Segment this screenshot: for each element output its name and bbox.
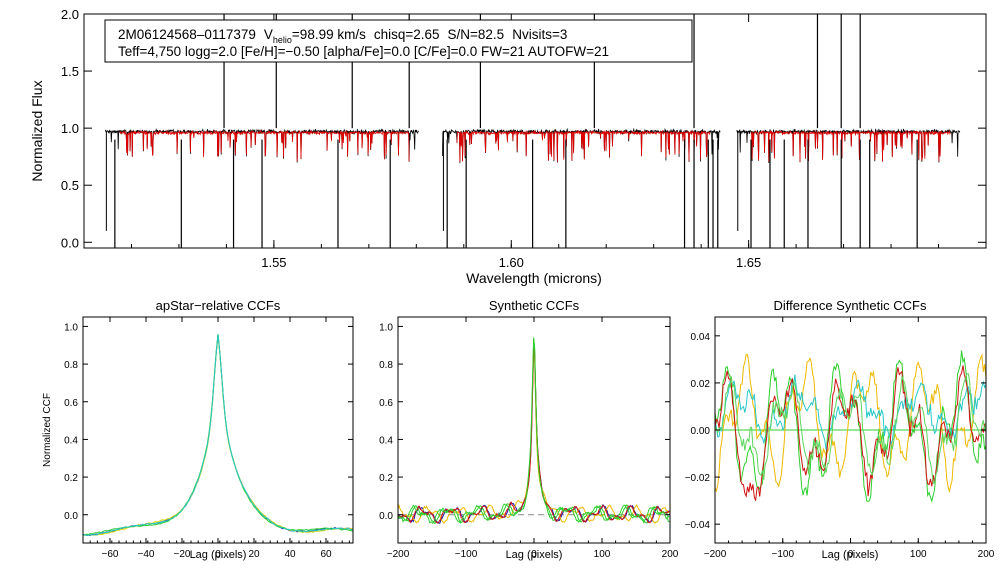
x-tick-label: −100 — [771, 549, 794, 560]
difference-ccf-title: Difference Synthetic CCFs — [774, 298, 927, 313]
x-tick-label: −60 — [102, 549, 119, 560]
y-tick-label: 0.4 — [379, 435, 393, 446]
star-id: 2M06124568–0117379 — [118, 27, 256, 42]
y-tick-label: 0.8 — [379, 360, 393, 371]
difference-ccf-series-line — [714, 373, 987, 485]
y-tick-label: 1.0 — [379, 322, 393, 333]
difference-ccf-series-line — [714, 365, 987, 501]
apstar-ccf-x-label: Lag (pixels) — [190, 549, 247, 561]
y-tick-label: 0.6 — [379, 398, 393, 409]
y-tick-label: 0.0 — [379, 511, 393, 522]
y-tick-label: 0.8 — [64, 360, 78, 371]
nvisits: Nvisits=3 — [512, 27, 567, 42]
y-tick-label: 0.4 — [64, 435, 78, 446]
x-tick-label: 0 — [531, 549, 537, 560]
synthetic-ccf-x-label: Lag (pixels) — [506, 549, 563, 561]
synthetic-ccf-series-line — [397, 337, 670, 525]
y-tick-label: 1.5 — [61, 64, 79, 79]
spectrum-x-label: Wavelength (microns) — [466, 270, 602, 286]
y-tick-label: 1.0 — [64, 322, 78, 333]
y-tick-label: 0.6 — [64, 398, 78, 409]
stellar-params: Teff=4,750 logg=2.0 [Fe/H]=−0.50 [alpha/… — [118, 44, 609, 59]
difference-ccf-lines — [714, 350, 987, 503]
model-spectrum-line — [119, 129, 410, 162]
difference-ccf-panel: −200 −100 0 100 200 −0.04 −0.02 0.00 0.02 0.04 Di… — [685, 298, 995, 561]
synthetic-ccf-panel: −200 −100 0 100 200 0.0 0.2 0.4 0.6 0.8 1.0 Synthe… — [379, 298, 679, 561]
x-tick-label: 200 — [978, 549, 995, 560]
y-tick-label: −0.02 — [685, 473, 711, 484]
y-tick-label: 0.0 — [61, 235, 79, 250]
v-subscript: helio — [273, 35, 292, 45]
v-label: V — [264, 27, 273, 42]
y-tick-label: 0.00 — [691, 426, 711, 437]
x-tick-label: 0 — [848, 549, 854, 560]
y-tick-label: 1.0 — [61, 121, 79, 136]
model-spectrum-line — [456, 129, 711, 162]
apstar-ccf-title: apStar−relative CCFs — [156, 298, 281, 313]
info-line-1: 2M06124568–0117379 Vhelio=98.99 km/s chisq… — [118, 27, 567, 45]
y-tick-label: 0.0 — [64, 511, 78, 522]
difference-ccf-ticks: −200 −100 0 100 200 −0.04 −0.02 0.00 0.02 0.04 — [685, 317, 995, 560]
chisq: chisq=2.65 — [374, 27, 440, 42]
y-tick-label: 0.2 — [64, 473, 78, 484]
apstar-ccf-panel: −60 −40 −20 0 20 40 60 0.0 0.2 0.4 0.6 0.8 1.0 apSta… — [42, 298, 354, 561]
spectrum-axes-frame — [83, 13, 987, 249]
y-tick-label: 2.0 — [61, 7, 79, 22]
spectrum-y-label: Normalized Flux — [29, 80, 45, 181]
spectrum-panel: 1.55 1.60 1.65 0.0 0.5 1.0 1.5 2.0 2M06124568–0… — [29, 7, 987, 286]
x-tick-label: 1.60 — [499, 255, 524, 270]
y-tick-label: 0.04 — [691, 332, 711, 343]
apstar-ccf-ticks: −60 −40 −20 0 20 40 60 0.0 0.2 0.4 0.6 0.8 1.0 — [64, 317, 353, 560]
x-tick-label: 20 — [248, 549, 260, 560]
info-box-frame — [104, 19, 693, 63]
difference-ccf-x-label: Lag (pixels) — [822, 549, 879, 561]
y-tick-label: −0.04 — [685, 520, 711, 531]
x-tick-label: 100 — [594, 549, 611, 560]
x-tick-label: 0 — [215, 549, 221, 560]
x-tick-label: −200 — [704, 549, 727, 560]
synthetic-ccf-lines — [397, 337, 670, 525]
x-tick-label: 1.65 — [736, 255, 761, 270]
y-tick-label: 0.02 — [691, 379, 711, 390]
spectrum-ticks: 1.55 1.60 1.65 0.0 0.5 1.0 1.5 2.0 — [61, 7, 986, 270]
y-tick-label: 0.5 — [61, 178, 79, 193]
x-tick-label: 60 — [320, 549, 332, 560]
x-tick-label: −100 — [455, 549, 478, 560]
v-value: =98.99 km/s — [292, 27, 366, 42]
apstar-ccf-series-line — [82, 334, 354, 536]
synthetic-ccf-ticks: −200 −100 0 100 200 0.0 0.2 0.4 0.6 0.8 1.0 — [379, 317, 679, 560]
info-box: 2M06124568–0117379 Vhelio=98.99 km/s chisq… — [104, 19, 693, 63]
x-tick-label: −20 — [174, 549, 191, 560]
x-tick-label: 200 — [662, 549, 679, 560]
snr: S/N=82.5 — [448, 27, 505, 42]
synthetic-ccf-title: Synthetic CCFs — [489, 298, 580, 313]
apstar-ccf-y-label: Normalized CCF — [42, 393, 53, 467]
x-tick-label: 40 — [284, 549, 296, 560]
x-tick-label: 100 — [910, 549, 927, 560]
y-tick-label: 0.2 — [379, 473, 393, 484]
x-tick-label: 1.55 — [261, 255, 286, 270]
model-spectrum-line — [750, 129, 951, 162]
x-tick-label: −200 — [387, 549, 410, 560]
apstar-ccf-lines — [82, 333, 354, 537]
x-tick-label: −40 — [138, 549, 155, 560]
